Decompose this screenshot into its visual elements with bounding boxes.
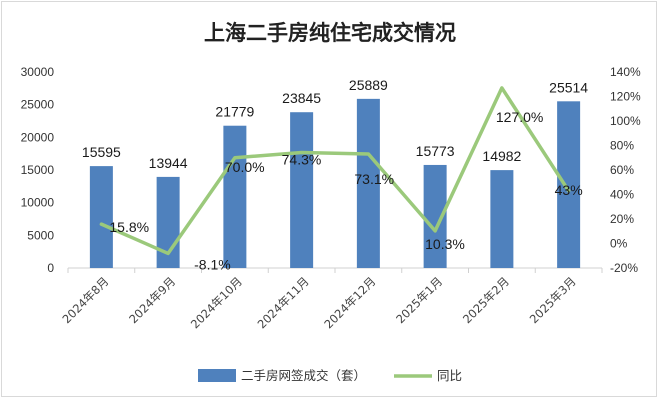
y-left-tick-label: 20000 bbox=[21, 130, 55, 144]
legend: 二手房网签成交（套） 同比 bbox=[198, 368, 462, 383]
bar-value-label: 25514 bbox=[549, 79, 588, 95]
y-left-tick-label: 5000 bbox=[27, 228, 54, 242]
y-right-tick-label: -20% bbox=[610, 261, 638, 275]
chart-title: 上海二手房纯住宅成交情况 bbox=[204, 21, 456, 45]
yoy-value-label: 73.1% bbox=[354, 171, 394, 187]
y-left-tick-label: 30000 bbox=[21, 65, 55, 79]
y-left-tick-label: 25000 bbox=[21, 98, 55, 112]
legend-line-label: 同比 bbox=[437, 368, 462, 383]
bar-value-label: 15595 bbox=[82, 144, 121, 160]
bar-value-label: 25889 bbox=[349, 77, 388, 93]
yoy-value-label: -8.1% bbox=[194, 256, 231, 272]
y-right-tick-label: 80% bbox=[610, 139, 634, 153]
bar-value-label: 13944 bbox=[149, 155, 188, 171]
yoy-value-label: 74.3% bbox=[282, 151, 322, 167]
category-label: 2025年3月 bbox=[527, 274, 579, 326]
y-left-tick-label: 0 bbox=[47, 261, 54, 275]
category-label: 2024年11月 bbox=[255, 274, 312, 331]
y-left-tick-label: 10000 bbox=[21, 196, 55, 210]
y-left-tick-label: 15000 bbox=[21, 163, 55, 177]
bar bbox=[490, 170, 514, 268]
bar bbox=[356, 98, 380, 268]
y-right-tick-label: 100% bbox=[610, 114, 641, 128]
yoy-value-label: 70.0% bbox=[225, 159, 265, 175]
bar bbox=[423, 164, 447, 268]
y-right-tick-label: 0% bbox=[610, 237, 628, 251]
category-label: 2025年1月 bbox=[393, 274, 445, 326]
y-right-tick-label: 120% bbox=[610, 90, 641, 104]
category-label: 2024年9月 bbox=[126, 274, 178, 326]
legend-bar-swatch bbox=[198, 369, 236, 382]
y-right-tick-label: 40% bbox=[610, 188, 634, 202]
yoy-value-label: 43% bbox=[555, 182, 583, 198]
category-label: 2024年8月 bbox=[59, 274, 111, 326]
yoy-value-label: 127.0% bbox=[496, 109, 543, 125]
y-right-tick-label: 60% bbox=[610, 163, 634, 177]
legend-bar-label: 二手房网签成交（套） bbox=[241, 368, 366, 383]
bar bbox=[89, 166, 113, 268]
bar bbox=[290, 112, 314, 268]
bar bbox=[557, 101, 581, 268]
yoy-line bbox=[99, 86, 571, 256]
y-right-tick-label: 20% bbox=[610, 212, 634, 226]
category-label: 2025年2月 bbox=[460, 274, 512, 326]
y-right-tick-label: 140% bbox=[610, 65, 641, 79]
bar-value-label: 15773 bbox=[416, 143, 455, 159]
bar-value-label: 23845 bbox=[282, 90, 321, 106]
category-label: 2024年12月 bbox=[321, 274, 378, 331]
category-label: 2024年10月 bbox=[188, 274, 245, 331]
bar bbox=[223, 125, 247, 268]
bar-value-label: 21779 bbox=[215, 104, 254, 120]
bar-value-label: 14982 bbox=[482, 148, 521, 164]
yoy-value-label: 15.8% bbox=[109, 219, 149, 235]
yoy-value-label: 10.3% bbox=[425, 236, 465, 252]
